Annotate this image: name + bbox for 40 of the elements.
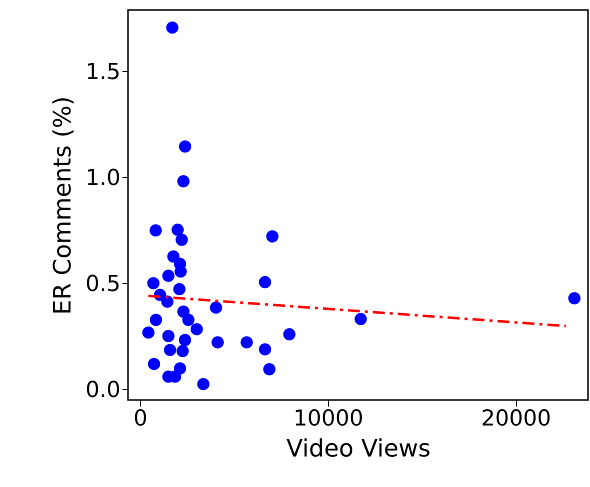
point <box>162 330 175 342</box>
point <box>258 343 272 356</box>
y-tick-label: 1.5 <box>86 60 120 85</box>
point <box>166 21 178 34</box>
point <box>210 301 222 314</box>
point <box>240 336 253 348</box>
point <box>176 344 189 358</box>
point <box>182 314 195 326</box>
point <box>162 270 175 282</box>
y-tick-label: 0.0 <box>86 378 120 403</box>
point <box>354 312 367 326</box>
point <box>172 224 184 236</box>
point <box>178 140 192 153</box>
point <box>568 292 581 304</box>
point <box>147 277 160 290</box>
point <box>142 326 155 339</box>
point <box>173 283 186 296</box>
point <box>178 334 192 346</box>
point <box>148 358 160 370</box>
point <box>266 230 278 242</box>
y-axis-title: ER Comments (%) <box>48 96 77 315</box>
point <box>150 224 162 237</box>
point <box>167 250 180 263</box>
x-tick-label: 10000 <box>293 406 364 432</box>
x-tick-label: 0 <box>134 406 148 432</box>
point <box>190 323 203 336</box>
y-tick-label: 0.5 <box>86 272 120 297</box>
point <box>176 234 188 246</box>
x-tick-label: 20000 <box>481 406 552 432</box>
point <box>150 314 162 326</box>
point <box>177 175 190 188</box>
point <box>161 296 174 308</box>
x-axis-title: Video Views <box>286 434 431 462</box>
point <box>197 378 210 390</box>
point <box>258 276 272 288</box>
point <box>263 363 276 376</box>
y-tick-label: 1.0 <box>86 166 120 191</box>
point <box>212 336 224 348</box>
point <box>283 328 296 340</box>
point <box>164 344 176 356</box>
